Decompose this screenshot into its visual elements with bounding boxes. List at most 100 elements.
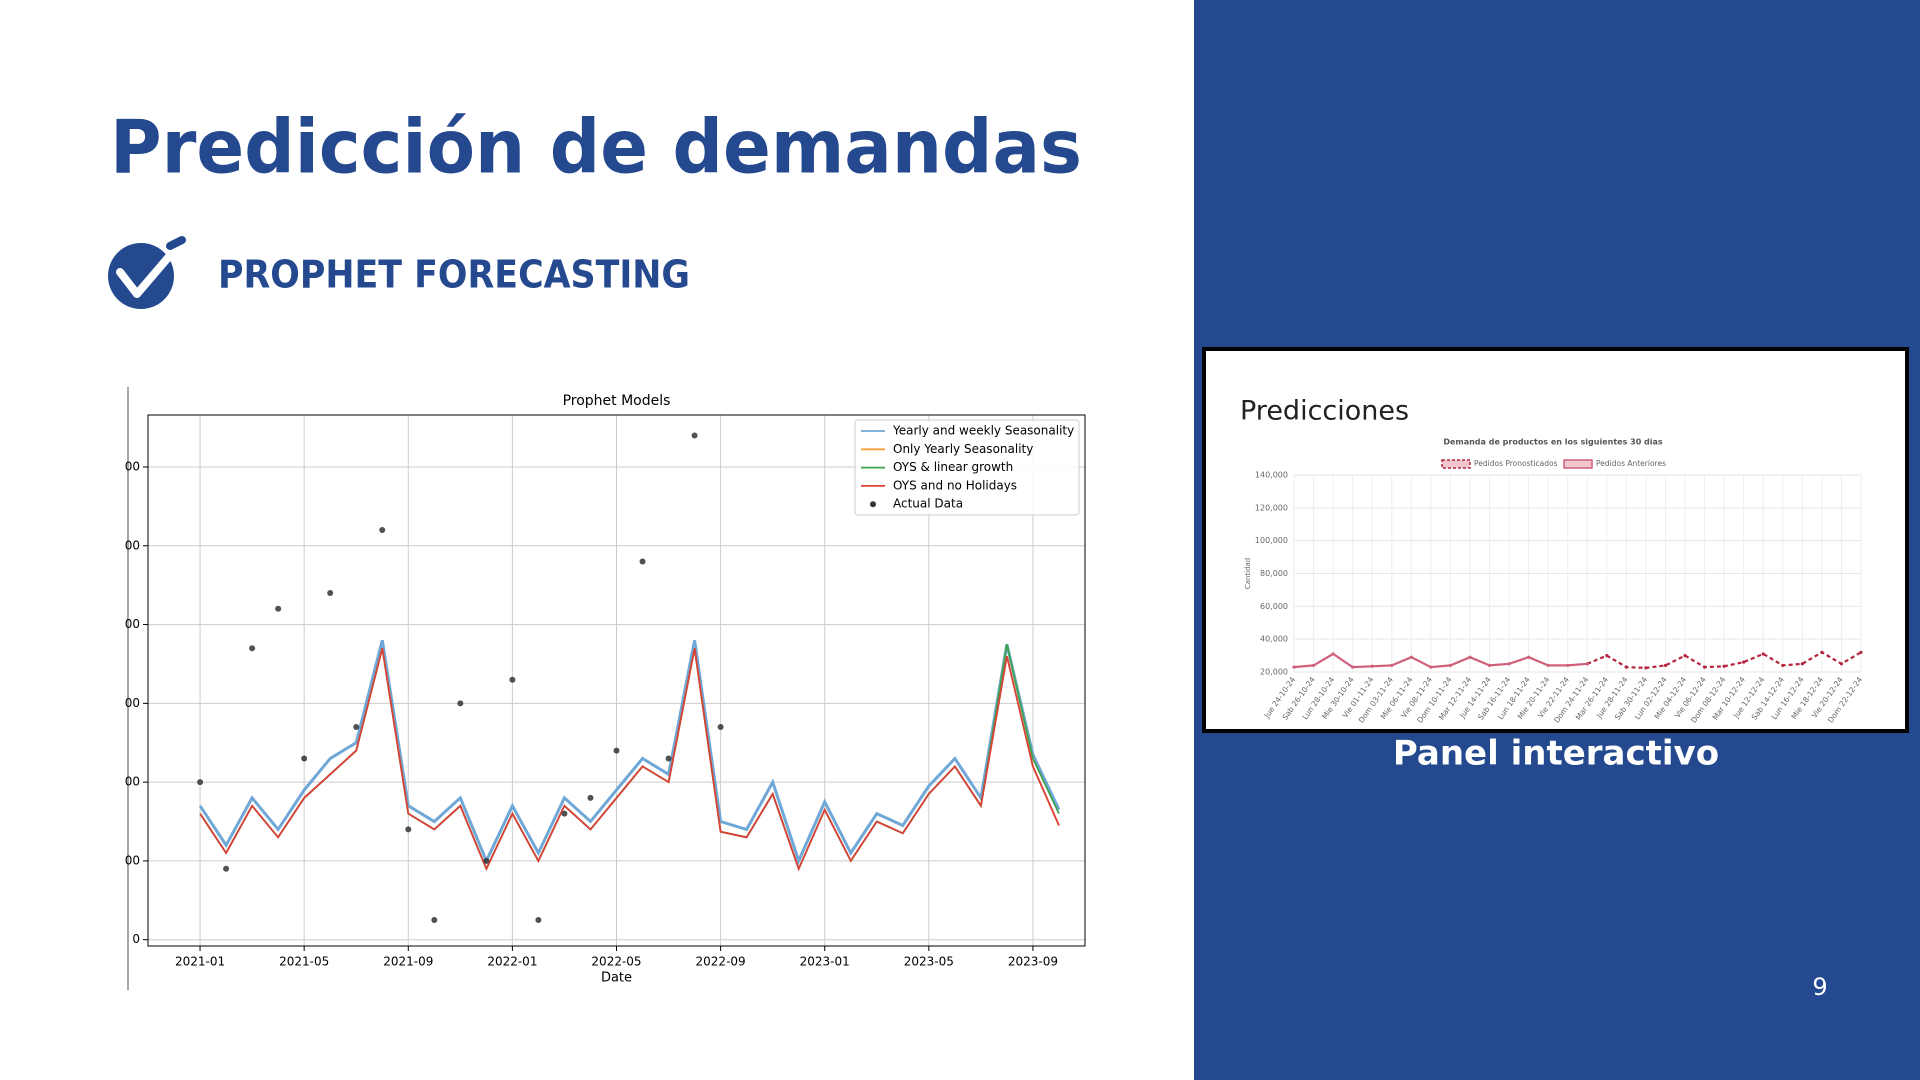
data-point xyxy=(717,723,724,730)
data-point xyxy=(1448,663,1453,668)
legend-label: Only Yearly Seasonality xyxy=(893,442,1033,456)
panel-caption: Panel interactivo xyxy=(1393,734,1719,774)
data-point xyxy=(249,645,256,652)
y-tick-label: 00 xyxy=(125,538,140,552)
data-point xyxy=(1820,650,1824,654)
legend-label: OYS and no Holidays xyxy=(893,478,1017,492)
legend-swatch xyxy=(1563,459,1593,469)
data-point xyxy=(509,676,516,683)
data-point xyxy=(1409,655,1413,659)
y-tick-label: 00 xyxy=(125,853,140,867)
data-point xyxy=(1292,665,1296,669)
data-point xyxy=(1527,655,1531,659)
data-point xyxy=(1546,663,1550,668)
y-tick-label: 00 xyxy=(125,775,140,789)
legend-box xyxy=(854,419,1080,516)
legend-label: Pedidos Pronosticados xyxy=(1474,459,1558,468)
x-tick-label: 2023-05 xyxy=(904,955,954,969)
series-line xyxy=(1293,652,1588,669)
panel-heading: Predicciones xyxy=(1240,396,1409,427)
series-line xyxy=(198,639,1061,866)
data-point xyxy=(1605,653,1609,658)
legend-swatch xyxy=(1441,459,1471,469)
y-tick-label: 140,000 xyxy=(1255,471,1288,480)
x-tick-label: 2023-01 xyxy=(800,955,850,969)
data-point xyxy=(1859,650,1863,654)
data-point xyxy=(1331,652,1335,656)
legend-label: Pedidos Anteriores xyxy=(1596,459,1666,468)
data-point xyxy=(561,810,568,817)
series-line xyxy=(199,647,1060,872)
y-tick-label: 60,000 xyxy=(1260,602,1288,611)
data-point xyxy=(1800,662,1804,666)
x-tick-label: 2021-05 xyxy=(279,955,329,969)
data-point xyxy=(1683,653,1687,658)
data-point xyxy=(431,917,438,924)
x-tick-label: 2022-01 xyxy=(487,955,537,969)
data-point xyxy=(223,865,230,872)
data-point xyxy=(405,826,412,833)
data-point xyxy=(1429,665,1433,669)
data-point xyxy=(1468,655,1472,659)
slide-subtitle: PROPHET FORECASTING xyxy=(218,253,690,297)
data-point xyxy=(197,779,204,786)
data-point xyxy=(301,755,308,762)
legend-label: Yearly and weekly Seasonality xyxy=(892,424,1074,438)
data-point xyxy=(691,432,698,439)
data-point xyxy=(1742,660,1746,664)
chart-title: Demanda de productos en los siguientes 3… xyxy=(1443,438,1663,447)
legend-swatch xyxy=(870,501,876,508)
data-point xyxy=(587,794,594,801)
data-point xyxy=(665,755,672,762)
data-point xyxy=(1507,662,1511,666)
x-axis-label: Date xyxy=(601,971,632,986)
y-tick-label: 0 xyxy=(132,932,140,946)
y-tick-label: 00 xyxy=(125,617,140,631)
data-point xyxy=(1370,664,1374,668)
data-point xyxy=(1585,662,1589,666)
x-tick-label: 2023-09 xyxy=(1008,955,1058,969)
data-point xyxy=(1311,663,1316,668)
y-tick-label: 40,000 xyxy=(1260,635,1288,644)
data-point xyxy=(457,700,464,707)
y-tick-label: 100,000 xyxy=(1255,536,1288,545)
data-point xyxy=(353,723,360,730)
x-tick-label: 2022-09 xyxy=(696,955,746,969)
data-point xyxy=(1644,666,1648,670)
check-icon xyxy=(108,236,186,309)
data-point xyxy=(1663,663,1668,668)
x-tick-label: 2021-01 xyxy=(175,955,225,969)
data-point xyxy=(639,558,646,565)
data-point xyxy=(1351,665,1355,669)
y-tick-label: 120,000 xyxy=(1255,503,1288,512)
page-number: 9 xyxy=(1812,973,1827,1001)
legend-label: Actual Data xyxy=(893,497,963,511)
series-line xyxy=(199,644,1060,872)
data-point xyxy=(1624,665,1628,669)
data-point xyxy=(1702,665,1707,669)
legend-label: OYS & linear growth xyxy=(893,460,1013,474)
x-tick-label: 2021-09 xyxy=(383,955,433,969)
data-point xyxy=(1566,663,1570,668)
data-point xyxy=(1390,663,1394,668)
data-point xyxy=(327,590,334,597)
data-point xyxy=(613,747,620,754)
chart-title: Prophet Models xyxy=(563,393,671,409)
data-point xyxy=(535,917,542,924)
y-tick-label: 00 xyxy=(125,459,140,473)
data-point xyxy=(1839,662,1844,666)
panel-screenshot xyxy=(1202,347,1909,733)
data-point xyxy=(1761,652,1765,656)
data-point xyxy=(1781,663,1785,668)
data-point xyxy=(483,857,490,864)
y-tick-label: 00 xyxy=(125,696,140,710)
data-point xyxy=(379,527,386,534)
data-point xyxy=(1487,663,1492,668)
data-point xyxy=(275,605,282,612)
y-tick-label: 20,000 xyxy=(1260,668,1288,677)
x-tick-label: 2022-05 xyxy=(591,955,641,969)
data-point xyxy=(1722,664,1726,668)
plot-frame xyxy=(147,414,1086,947)
